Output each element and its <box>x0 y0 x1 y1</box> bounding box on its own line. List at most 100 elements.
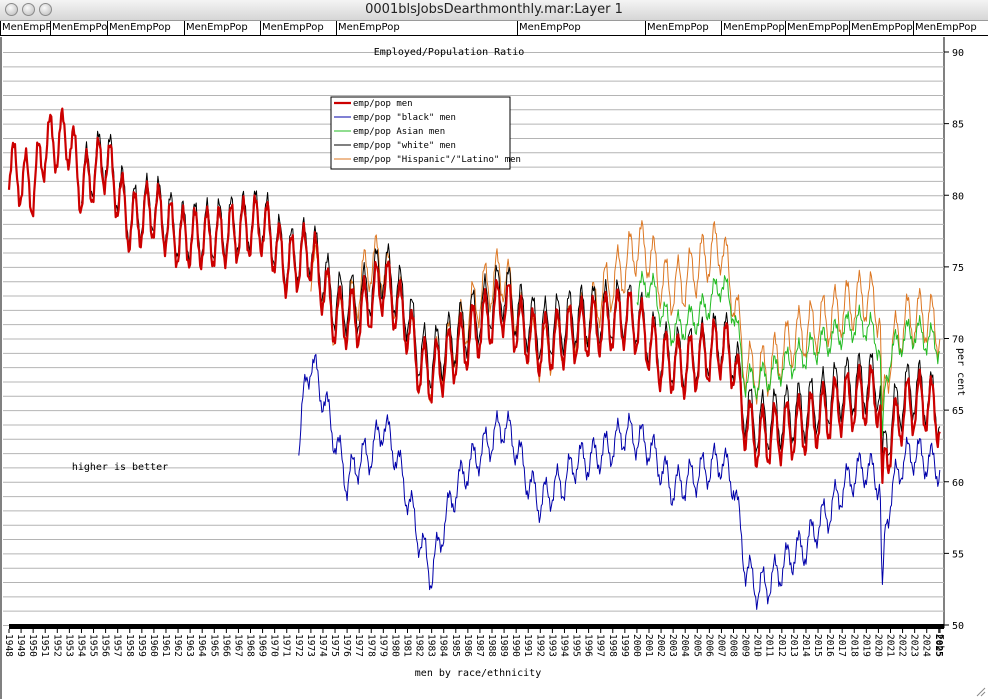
x-tick-label: 1986 <box>462 634 473 657</box>
legend-box <box>330 96 511 170</box>
x-tick-label: 1958 <box>124 634 135 657</box>
title-bar[interactable]: 0001blsJobsDearthmonthly.mar:Layer 1 <box>0 0 988 21</box>
x-tick-label: 1970 <box>269 634 280 657</box>
x-tick-label: 1979 <box>377 634 388 657</box>
x-tick-label: 1952 <box>51 634 62 657</box>
x-tick-label: 1984 <box>438 634 449 657</box>
layer-tab[interactable]: MenEmpPop <box>721 21 785 35</box>
layer-tab[interactable]: MenEmpPop <box>913 21 988 35</box>
x-tick-label: 1992 <box>534 634 545 657</box>
x-tick-label: 2019 <box>860 634 871 657</box>
legend-label: emp/pop Asian men <box>353 127 445 137</box>
x-tick-label: 1965 <box>208 634 219 657</box>
x-tick-label: 2003 <box>667 634 678 657</box>
x-tick-label: 1964 <box>196 634 207 657</box>
x-tick-label: 1961 <box>160 634 171 657</box>
series-line-asian <box>636 270 941 437</box>
x-tick-label: 1956 <box>100 634 111 657</box>
x-tick-label: 2004 <box>679 634 690 657</box>
x-tick-label: 1966 <box>220 634 231 657</box>
layer-tab[interactable]: MenEmpPop <box>849 21 913 35</box>
x-tick-label: 1972 <box>293 634 304 657</box>
x-tick-label: 1948 <box>3 634 14 657</box>
x-tick-label: 2005 <box>691 634 702 657</box>
zoom-button[interactable] <box>39 3 52 16</box>
layer-tab[interactable]: MenEmpPop <box>785 21 849 35</box>
y-tick-label: 80 <box>952 191 964 202</box>
window-title: 0001blsJobsDearthmonthly.mar:Layer 1 <box>365 2 623 17</box>
x-tick-label: 1957 <box>112 634 123 657</box>
x-tick-label: 1980 <box>389 634 400 657</box>
close-button[interactable] <box>5 3 18 16</box>
x-tick-label: 1989 <box>498 634 509 657</box>
y-tick-label: 55 <box>952 549 964 560</box>
x-tick-label: 2023 <box>909 634 920 657</box>
y-tick-label: 65 <box>952 406 964 417</box>
x-tick-label: 2020 <box>872 634 883 657</box>
y-tick-label: 85 <box>952 120 964 131</box>
x-tick-label: 1963 <box>184 634 195 657</box>
layer-tab[interactable]: MenEmpPop <box>50 21 108 35</box>
x-tick-label: 2011 <box>764 634 775 657</box>
annotation-text: higher is better <box>72 462 168 473</box>
layer-tab[interactable]: MenEmpPop <box>517 21 646 35</box>
x-tick-label: 1991 <box>522 634 533 657</box>
x-tick-label: 2024 <box>921 634 932 657</box>
x-tick-label: 2025 <box>933 634 944 657</box>
y-tick-label: 70 <box>952 335 964 346</box>
x-tick-label: 2007 <box>715 634 726 657</box>
x-tick-label: 1962 <box>172 634 183 657</box>
x-tick-label: 1954 <box>75 634 86 657</box>
x-tick-label: 2006 <box>703 634 714 657</box>
x-tick-label: 1974 <box>317 634 328 657</box>
layer-tab[interactable]: MenEmpPop <box>645 21 722 35</box>
layer-tab-bar: MenEmpPo MenEmpPop MenEmpPop MenEmpPop M… <box>0 21 988 36</box>
legend-label: emp/pop "Hispanic"/"Latino" men <box>353 155 521 165</box>
y-tick-label: 50 <box>952 621 964 632</box>
resize-grip-icon[interactable] <box>974 685 986 697</box>
layer-tab[interactable]: MenEmpPop <box>336 21 518 35</box>
x-tick-label: 1990 <box>510 634 521 657</box>
x-tick-label: 2012 <box>776 634 787 657</box>
x-tick-label: 1976 <box>341 634 352 657</box>
x-tick-label: 2001 <box>643 634 654 657</box>
x-tick-label: 1977 <box>353 634 364 657</box>
x-tick-label: 1998 <box>607 634 618 657</box>
x-tick-label: 2014 <box>800 634 811 657</box>
legend-label: emp/pop "black" men <box>353 113 456 123</box>
x-tick-label: 2000 <box>631 634 642 657</box>
x-tick-label: 1967 <box>232 634 243 657</box>
x-tick-label: 1985 <box>450 634 461 657</box>
layer-tab[interactable]: MenEmpPop <box>107 21 185 35</box>
x-tick-label: 2015 <box>812 634 823 657</box>
legend-label: emp/pop "white" men <box>353 141 456 151</box>
series-line-men <box>7 107 941 484</box>
x-tick-label: 1959 <box>136 634 147 657</box>
x-tick-label: 1981 <box>401 634 412 657</box>
layer-tab[interactable]: MenEmpPo <box>0 21 51 35</box>
x-tick-label: 1988 <box>486 634 497 657</box>
x-tick-label: Feb <box>934 634 945 651</box>
x-tick-label: 1960 <box>148 634 159 657</box>
x-tick-label: 1995 <box>571 634 582 657</box>
layer-tab[interactable]: MenEmpPop <box>260 21 337 35</box>
x-tick-label: 1955 <box>88 634 99 657</box>
x-axis-bar <box>9 624 944 629</box>
legend-label: emp/pop men <box>353 99 413 109</box>
x-tick-label: 1949 <box>15 634 26 657</box>
x-tick-label: 1953 <box>63 634 74 657</box>
x-tick-label: 1968 <box>245 634 256 657</box>
x-tick-label: 1997 <box>595 634 606 657</box>
x-tick-label: 1982 <box>414 634 425 657</box>
x-tick-label: 1978 <box>365 634 376 657</box>
x-tick-label: 2017 <box>836 634 847 657</box>
x-tick-label: 1969 <box>257 634 268 657</box>
x-tick-label: 1996 <box>583 634 594 657</box>
minimize-button[interactable] <box>22 3 35 16</box>
y-tick-label: 90 <box>952 48 964 59</box>
x-axis-label: men by race/ethnicity <box>415 668 541 679</box>
x-tick-label: 2008 <box>728 634 739 657</box>
layer-tab[interactable]: MenEmpPop <box>184 21 261 35</box>
x-tick-label: 2013 <box>788 634 799 657</box>
